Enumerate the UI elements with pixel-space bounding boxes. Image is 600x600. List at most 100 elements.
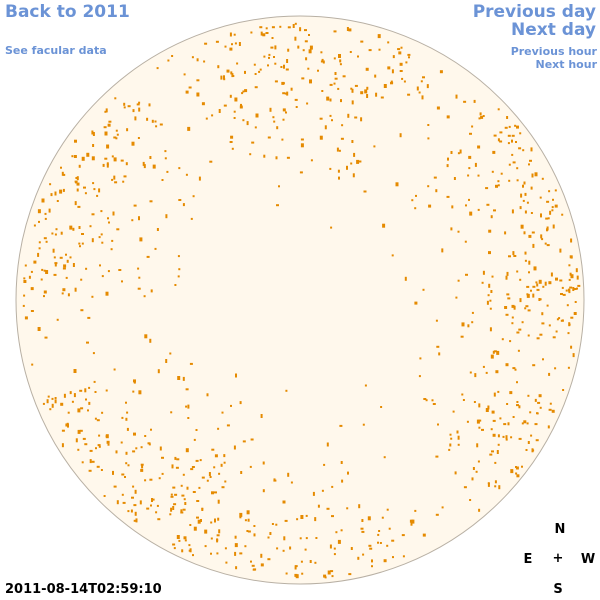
facula-speck xyxy=(507,422,510,426)
facula-speck xyxy=(451,205,454,209)
facula-speck xyxy=(369,547,373,550)
facula-speck xyxy=(254,126,257,129)
facula-speck xyxy=(150,428,152,431)
facula-speck xyxy=(361,530,365,533)
facula-speck xyxy=(86,152,90,157)
facula-speck xyxy=(388,527,391,530)
facula-speck xyxy=(115,450,118,454)
facula-speck xyxy=(217,65,220,69)
facula-speck xyxy=(49,408,52,411)
facula-speck xyxy=(491,170,494,173)
facula-speck xyxy=(468,155,472,159)
facula-speck xyxy=(487,482,490,487)
facula-speck xyxy=(469,211,473,216)
facula-speck xyxy=(463,486,467,489)
facula-speck xyxy=(133,204,137,207)
facula-speck xyxy=(548,372,551,376)
facula-speck xyxy=(156,67,159,70)
facula-speck xyxy=(517,349,520,352)
facula-speck xyxy=(346,507,349,510)
facula-speck xyxy=(419,357,422,360)
facula-speck xyxy=(226,424,230,427)
facula-speck xyxy=(515,141,517,143)
facula-speck xyxy=(185,173,188,176)
facula-speck xyxy=(455,94,458,99)
facula-speck xyxy=(568,278,571,281)
facula-speck xyxy=(408,56,410,59)
facula-speck xyxy=(436,106,440,110)
facula-speck xyxy=(475,470,478,473)
facula-speck xyxy=(233,117,236,119)
facula-speck xyxy=(565,289,568,292)
facula-speck xyxy=(306,102,309,105)
facula-speck xyxy=(469,132,472,135)
facula-speck xyxy=(527,334,530,337)
facula-speck xyxy=(526,422,529,425)
facula-speck xyxy=(120,441,123,444)
facula-speck xyxy=(296,518,299,521)
facula-speck xyxy=(350,87,353,90)
see-facular-data-link[interactable]: See facular data xyxy=(5,44,107,57)
facula-speck xyxy=(530,147,533,152)
facula-speck xyxy=(506,403,509,405)
facula-speck xyxy=(478,426,481,429)
facula-speck xyxy=(101,241,104,244)
facula-speck xyxy=(478,403,481,408)
previous-day-link[interactable]: Previous day xyxy=(472,2,596,22)
facula-speck xyxy=(523,181,526,185)
facula-speck xyxy=(95,447,97,450)
facula-speck xyxy=(92,144,95,147)
facula-speck xyxy=(209,476,212,478)
facula-speck xyxy=(477,145,481,149)
facula-speck xyxy=(123,106,126,109)
facula-speck xyxy=(573,312,577,315)
facula-speck xyxy=(123,175,127,178)
facula-speck xyxy=(538,298,541,301)
facula-speck xyxy=(188,544,191,547)
facula-speck xyxy=(177,275,180,278)
facula-speck xyxy=(254,86,258,89)
next-day-link[interactable]: Next day xyxy=(511,20,596,40)
facula-speck xyxy=(87,409,89,412)
facula-speck xyxy=(329,544,332,549)
facula-speck xyxy=(161,472,164,475)
facula-speck xyxy=(44,217,47,220)
facula-speck xyxy=(300,143,304,148)
facula-speck xyxy=(527,394,530,397)
facula-speck xyxy=(216,534,220,537)
facula-speck xyxy=(334,72,337,75)
next-hour-link[interactable]: Next hour xyxy=(535,58,598,71)
facula-speck xyxy=(462,399,465,401)
facula-speck xyxy=(196,500,200,502)
facula-speck xyxy=(531,231,535,234)
facula-speck xyxy=(478,419,482,422)
facula-speck xyxy=(560,319,564,322)
facula-speck xyxy=(373,145,376,148)
facula-speck xyxy=(383,559,387,563)
facula-speck xyxy=(43,295,45,298)
facula-speck xyxy=(457,435,460,440)
facula-speck xyxy=(105,389,108,392)
facula-speck xyxy=(218,109,221,113)
facula-speck xyxy=(477,174,480,177)
facula-speck xyxy=(329,167,332,170)
facula-speck xyxy=(358,160,362,163)
facula-speck xyxy=(299,537,302,540)
facula-speck xyxy=(380,96,384,99)
facula-speck xyxy=(460,335,464,338)
back-to-2011-link[interactable]: Back to 2011 xyxy=(5,2,130,22)
previous-hour-link[interactable]: Previous hour xyxy=(510,45,597,58)
facula-speck xyxy=(435,513,439,516)
facula-speck xyxy=(78,242,81,245)
facula-speck xyxy=(65,423,68,427)
facula-speck xyxy=(334,77,338,80)
facula-speck xyxy=(493,392,496,397)
facula-speck xyxy=(464,240,467,243)
facula-speck xyxy=(159,123,163,126)
facula-speck xyxy=(184,502,187,505)
facula-speck xyxy=(131,219,134,222)
facula-speck xyxy=(548,281,552,285)
facula-speck xyxy=(309,560,312,563)
facula-speck xyxy=(381,516,384,519)
facula-speck xyxy=(139,237,143,242)
